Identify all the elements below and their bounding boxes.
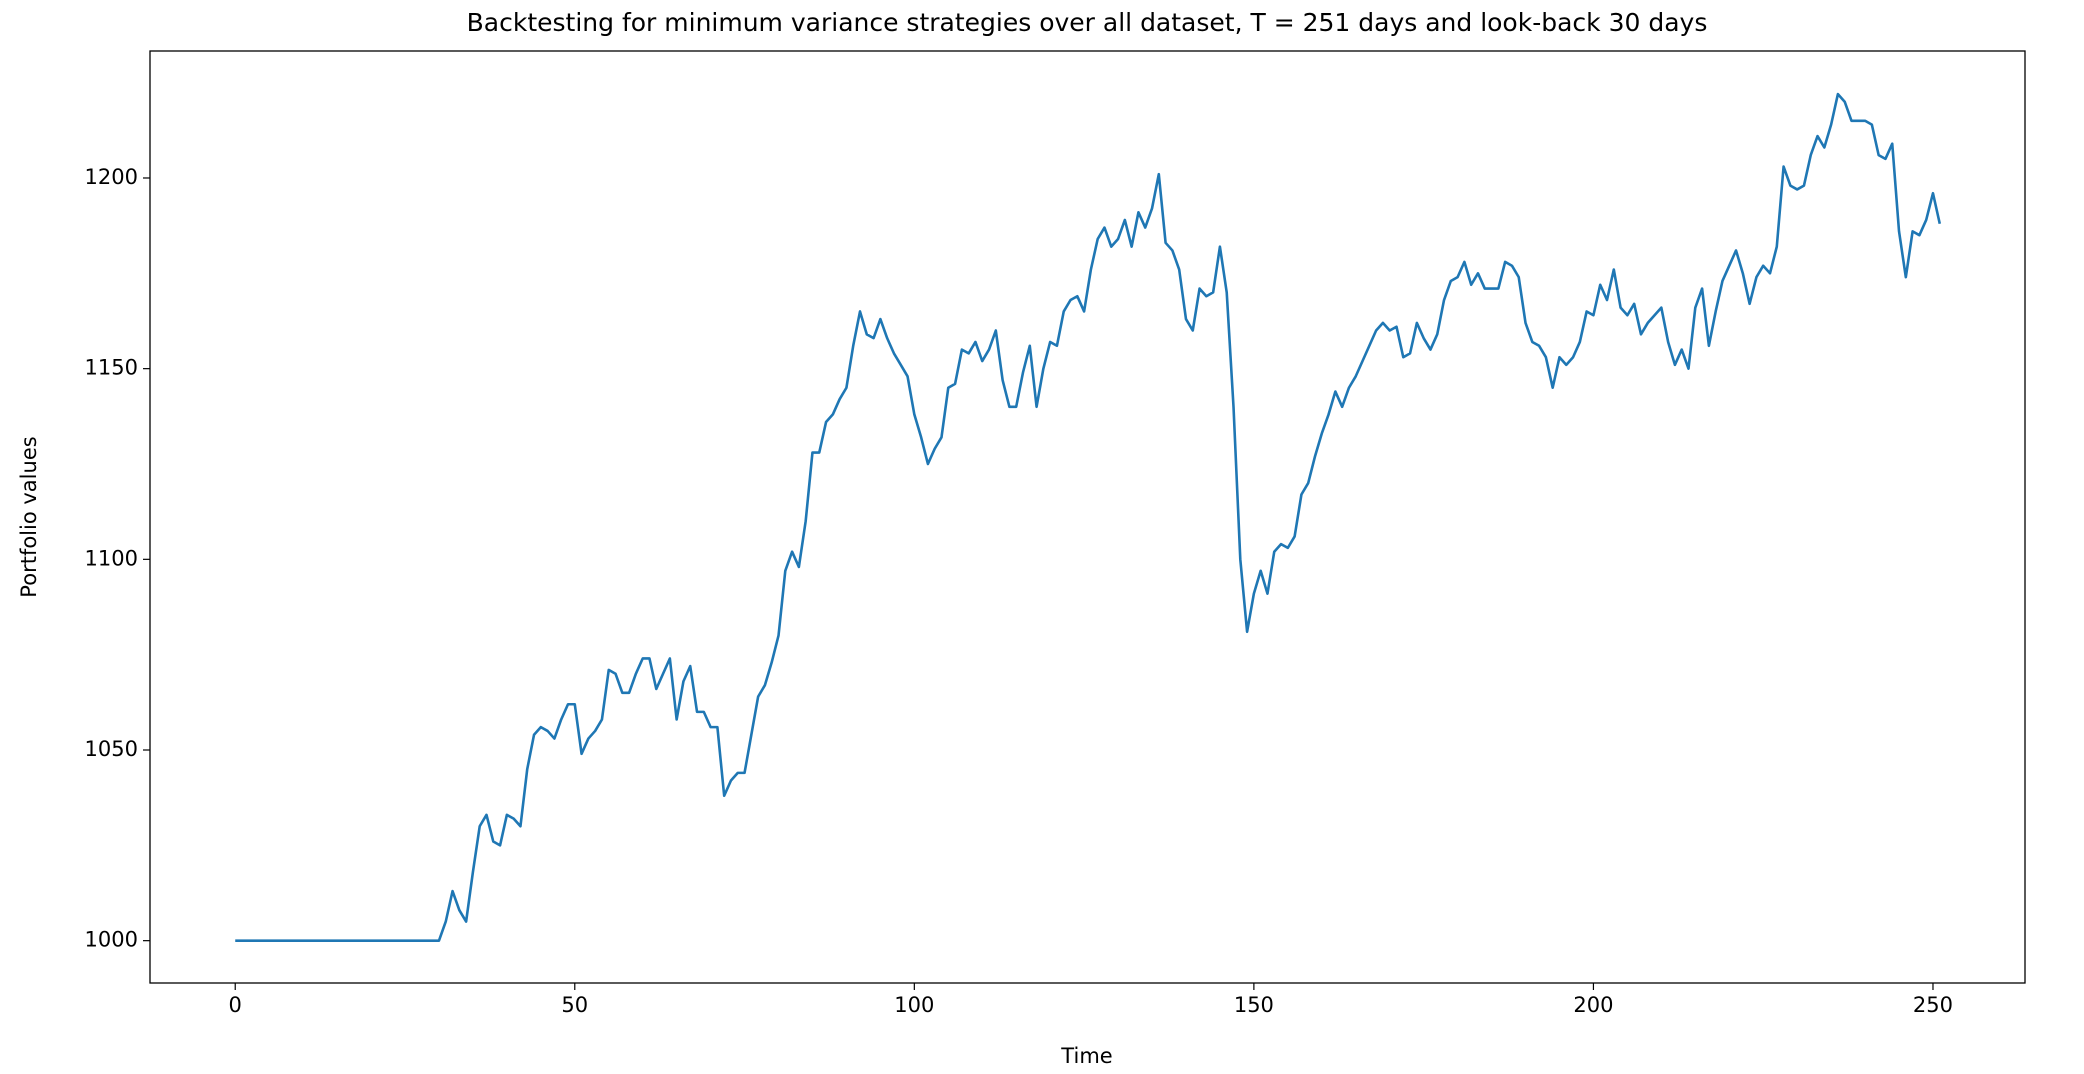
y-tick-label: 1050 bbox=[85, 737, 138, 761]
y-tick-label: 1200 bbox=[85, 165, 138, 189]
x-axis-label: Time bbox=[1060, 1044, 1112, 1068]
chart-title: Backtesting for minimum variance strateg… bbox=[467, 8, 1708, 37]
y-tick-label: 1150 bbox=[85, 356, 138, 380]
y-axis-label: Portfolio values bbox=[17, 436, 41, 597]
x-tick-label: 250 bbox=[1913, 993, 1953, 1017]
x-tick-label: 100 bbox=[894, 993, 934, 1017]
x-tick-label: 200 bbox=[1573, 993, 1613, 1017]
y-tick-label: 1100 bbox=[85, 546, 138, 570]
x-tick-label: 150 bbox=[1234, 993, 1274, 1017]
plot-frame bbox=[149, 50, 2026, 984]
x-tick-label: 50 bbox=[561, 993, 588, 1017]
x-tick-label: 0 bbox=[229, 993, 242, 1017]
y-tick-label: 1000 bbox=[85, 928, 138, 952]
line-series bbox=[235, 92, 1942, 942]
